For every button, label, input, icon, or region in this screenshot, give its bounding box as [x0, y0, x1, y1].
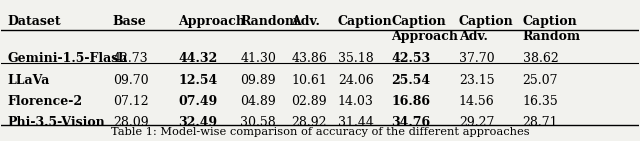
Text: 42.73: 42.73	[113, 52, 148, 65]
Text: Dataset: Dataset	[8, 15, 61, 28]
Text: 10.61: 10.61	[291, 74, 327, 87]
Text: 24.06: 24.06	[338, 74, 374, 87]
Text: 41.30: 41.30	[241, 52, 276, 65]
Text: Caption
Approach: Caption Approach	[392, 15, 458, 43]
Text: Caption: Caption	[338, 15, 392, 28]
Text: LLaVa: LLaVa	[8, 74, 50, 87]
Text: Adv.: Adv.	[291, 15, 320, 28]
Text: 43.86: 43.86	[291, 52, 327, 65]
Text: 02.89: 02.89	[291, 95, 327, 108]
Text: 30.58: 30.58	[241, 116, 276, 129]
Text: Base: Base	[113, 15, 147, 28]
Text: 25.07: 25.07	[523, 74, 558, 87]
Text: 09.89: 09.89	[241, 74, 276, 87]
Text: 37.70: 37.70	[459, 52, 495, 65]
Text: Caption
Random: Caption Random	[523, 15, 580, 43]
Text: 16.86: 16.86	[392, 95, 430, 108]
Text: 42.53: 42.53	[392, 52, 431, 65]
Text: Approach: Approach	[179, 15, 246, 28]
Text: Random: Random	[241, 15, 298, 28]
Text: 07.12: 07.12	[113, 95, 148, 108]
Text: 28.09: 28.09	[113, 116, 148, 129]
Text: 09.70: 09.70	[113, 74, 148, 87]
Text: 38.62: 38.62	[523, 52, 558, 65]
Text: Gemini-1.5-Flash: Gemini-1.5-Flash	[8, 52, 128, 65]
Text: 07.49: 07.49	[179, 95, 218, 108]
Text: 28.71: 28.71	[523, 116, 558, 129]
Text: Florence-2: Florence-2	[8, 95, 83, 108]
Text: Phi-3.5-Vision: Phi-3.5-Vision	[8, 116, 106, 129]
Text: 32.49: 32.49	[179, 116, 218, 129]
Text: 44.32: 44.32	[179, 52, 218, 65]
Text: 23.15: 23.15	[459, 74, 495, 87]
Text: 31.44: 31.44	[338, 116, 374, 129]
Text: 35.18: 35.18	[338, 52, 374, 65]
Text: 34.76: 34.76	[392, 116, 431, 129]
Text: 25.54: 25.54	[392, 74, 431, 87]
Text: 16.35: 16.35	[523, 95, 558, 108]
Text: 14.56: 14.56	[459, 95, 495, 108]
Text: 29.27: 29.27	[459, 116, 494, 129]
Text: 14.03: 14.03	[338, 95, 374, 108]
Text: Caption
Adv.: Caption Adv.	[459, 15, 514, 43]
Text: Table 1: Model-wise comparison of accuracy of the different approaches: Table 1: Model-wise comparison of accura…	[111, 127, 529, 137]
Text: 04.89: 04.89	[241, 95, 276, 108]
Text: 28.92: 28.92	[291, 116, 327, 129]
Text: 12.54: 12.54	[179, 74, 218, 87]
